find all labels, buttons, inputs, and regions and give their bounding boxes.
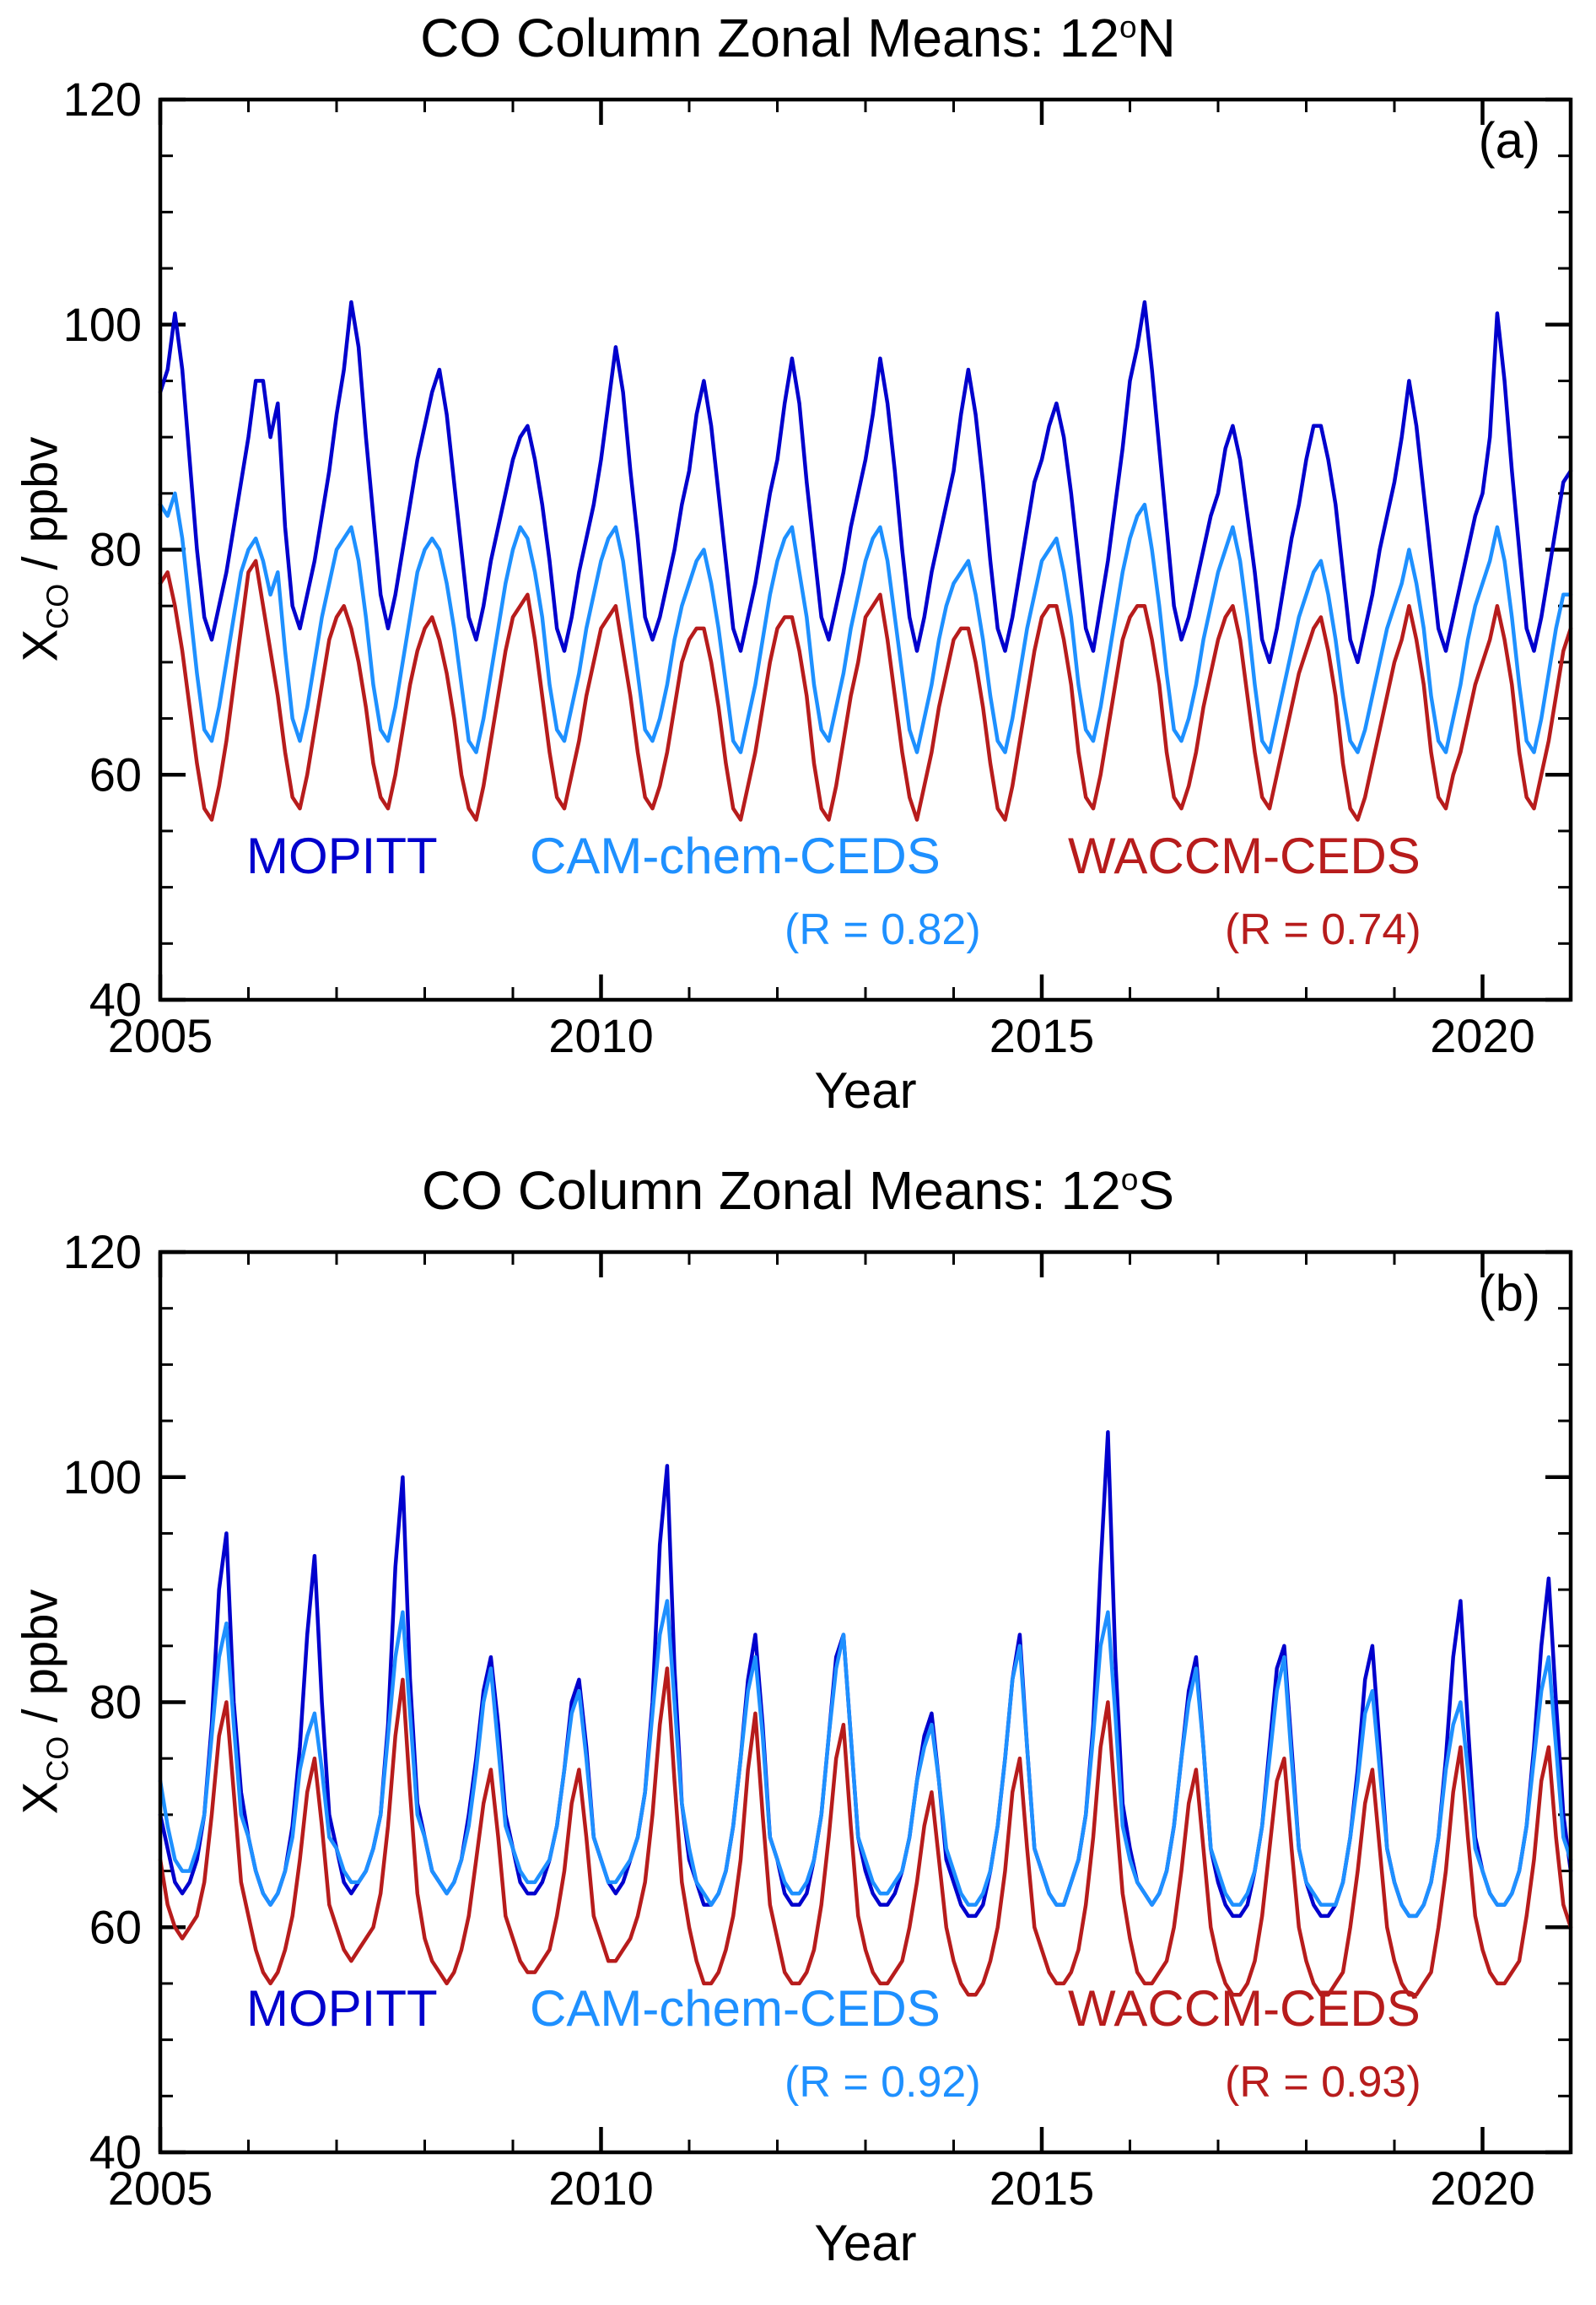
svg-text:80: 80: [89, 523, 142, 576]
legend-waccm-ceds: WACCM-CEDS: [1068, 828, 1421, 884]
legend-cam-chem-ceds: CAM-chem-CEDS: [530, 1980, 941, 2037]
y-label-symbol: X: [13, 1781, 68, 1815]
degree-superscript: o: [1120, 1161, 1139, 1197]
chart-a: 2005 2010 2015 2020 40 60 80 100 120: [63, 73, 1573, 1062]
legend-waccm-ceds: WACCM-CEDS: [1068, 1980, 1421, 2037]
legend-cam-chem-ceds: CAM-chem-CEDS: [530, 828, 941, 884]
y-label-units: / ppbv: [13, 436, 68, 584]
x-axis-label: Year: [814, 1062, 917, 1119]
svg-text:2020: 2020: [1430, 1009, 1535, 1062]
svg-text:2015: 2015: [989, 2162, 1095, 2215]
svg-text:80: 80: [89, 1676, 142, 1729]
svg-text:40: 40: [89, 2125, 142, 2178]
legend-waccm-r-value: (R = 0.93): [1225, 2058, 1421, 2107]
y-label-symbol: X: [13, 629, 68, 662]
panel-letter-b: (b): [1478, 1265, 1540, 1321]
svg-text:60: 60: [89, 748, 142, 801]
svg-text:2020: 2020: [1430, 2162, 1535, 2215]
legend-waccm-r-value: (R = 0.74): [1225, 905, 1421, 954]
svg-text:2005: 2005: [108, 1009, 213, 1062]
chart-title-text: CO Column Zonal Means: 12: [420, 8, 1119, 68]
svg-text:120: 120: [63, 1225, 142, 1278]
svg-text:100: 100: [63, 1450, 142, 1503]
svg-text:2005: 2005: [108, 2162, 213, 2215]
legend-cam-r-value: (R = 0.92): [785, 2058, 981, 2107]
y-label-subscript: CO: [40, 1735, 75, 1782]
hemisphere-letter: N: [1136, 8, 1176, 68]
legend-mopitt: MOPITT: [246, 828, 438, 884]
svg-text:60: 60: [89, 1900, 142, 1953]
svg-text:2010: 2010: [548, 1009, 654, 1062]
svg-text:120: 120: [63, 73, 142, 126]
legend-cam-r-value: (R = 0.82): [785, 905, 981, 954]
svg-text:100: 100: [63, 298, 142, 351]
hemisphere-letter: S: [1138, 1160, 1175, 1221]
chart-b: 2005 2010 2015 2020 40 60 80 100 120: [63, 1225, 1573, 2215]
chart-title-b: CO Column Zonal Means: 12oS: [0, 1159, 1596, 1222]
svg-text:2010: 2010: [548, 2162, 654, 2215]
x-axis-label: Year: [814, 2215, 917, 2271]
y-label-units: / ppbv: [13, 1589, 68, 1736]
y-label-subscript: CO: [40, 583, 75, 629]
y-axis-label: XCO / ppbv: [13, 1590, 76, 1815]
y-axis-label: XCO / ppbv: [13, 437, 76, 662]
svg-text:2015: 2015: [989, 1009, 1095, 1062]
panel-b: 2005 2010 2015 2020 40 60 80 100 120 CO Column Z…: [0, 1152, 1596, 2305]
chart-title-text: CO Column Zonal Means: 12: [421, 1160, 1121, 1221]
degree-superscript: o: [1119, 8, 1137, 45]
panel-a: 2005 2010 2015 2020 40 60 80 100 120 CO Column Z…: [0, 0, 1596, 1152]
panel-letter-a: (a): [1478, 112, 1540, 169]
svg-text:40: 40: [89, 973, 142, 1026]
legend-mopitt: MOPITT: [246, 1980, 438, 2037]
chart-title-a: CO Column Zonal Means: 12oN: [0, 7, 1596, 69]
